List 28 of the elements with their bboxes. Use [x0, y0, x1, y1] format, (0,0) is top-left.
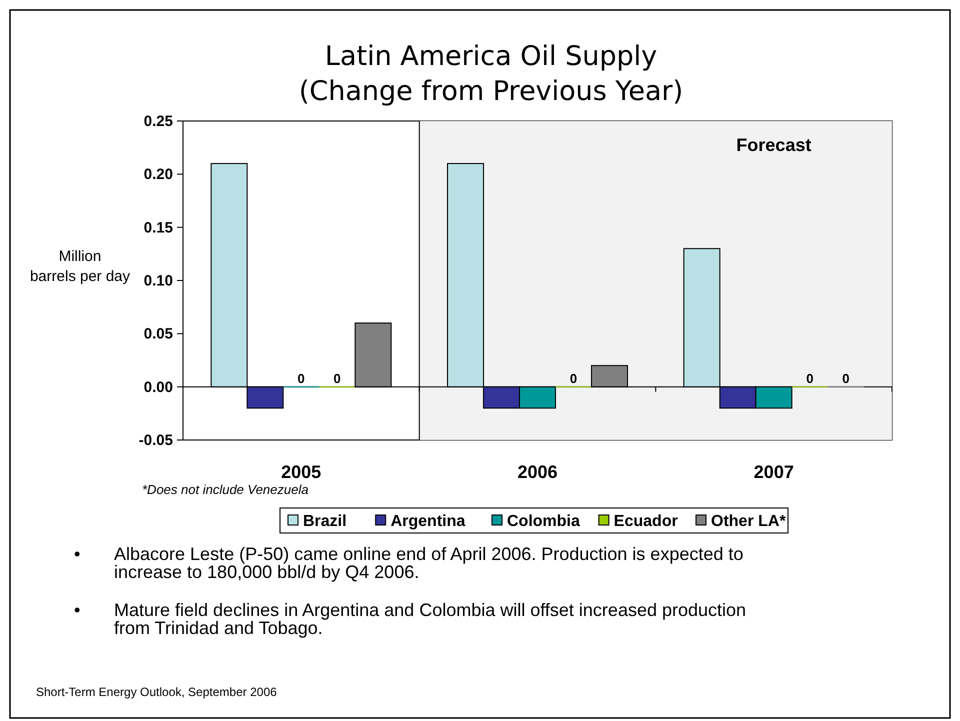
y-tick-label: 0.05	[144, 326, 173, 343]
legend-label: Brazil	[303, 513, 347, 530]
x-tick-label: 2005	[281, 462, 322, 482]
text: • Mature field declines in Argentina and Colombia will offset increased production from Trinidad and Tobago.	[74, 600, 746, 638]
legend-label: Argentina	[390, 513, 466, 530]
data-label: 0	[298, 370, 305, 386]
y-axis-title: Million barrels per day	[30, 248, 131, 285]
y-tick-label: 0.15	[144, 219, 173, 236]
chart-subtitle: (Change from Previous Year)	[298, 76, 684, 107]
band-label: Forecast	[736, 135, 812, 155]
y-tick-label: 0.00	[144, 378, 173, 396]
x-tick-label: 2007	[754, 462, 794, 482]
data-label: 0	[806, 370, 814, 386]
y-tick-label: -0.05	[138, 432, 173, 449]
text: Short-Term Energy Outlook, September 2006	[36, 685, 278, 699]
chart-title: Latin America Oil Supply	[324, 41, 658, 72]
x-tick-label: 2006	[517, 462, 558, 482]
y-tick-label: 0.20	[144, 166, 173, 184]
y-tick-label: 0.25	[144, 113, 173, 130]
legend-label: Colombia	[507, 513, 580, 530]
legend-label: Other LA*	[711, 513, 786, 530]
text: • Albacore Leste (P-50) came online end of April 2006. Production is expected to increase to 180,000 bbl/d by Q4 2006.	[74, 544, 744, 582]
data-label: 0	[570, 370, 578, 386]
text: *Does not include Venezuela	[142, 482, 308, 497]
data-label: 0	[334, 370, 341, 386]
data-label: 0	[842, 370, 850, 386]
legend-label: Ecuador	[614, 513, 678, 530]
y-tick-label: 0.10	[144, 272, 173, 290]
